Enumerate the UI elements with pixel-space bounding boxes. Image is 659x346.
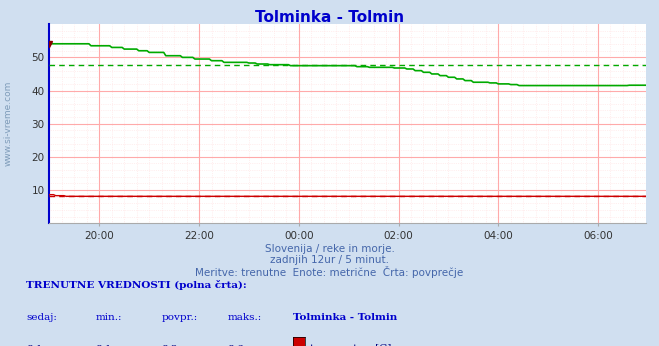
Text: 8,1: 8,1 (96, 344, 112, 346)
Text: zadnjih 12ur / 5 minut.: zadnjih 12ur / 5 minut. (270, 255, 389, 265)
Text: min.:: min.: (96, 313, 122, 322)
Text: Meritve: trenutne  Enote: metrične  Črta: povprečje: Meritve: trenutne Enote: metrične Črta: … (195, 266, 464, 278)
Text: temperatura[C]: temperatura[C] (310, 344, 392, 346)
Text: Tolminka - Tolmin: Tolminka - Tolmin (255, 10, 404, 25)
Text: www.si-vreme.com: www.si-vreme.com (3, 81, 13, 166)
Text: 8,6: 8,6 (227, 344, 244, 346)
Text: TRENUTNE VREDNOSTI (polna črta):: TRENUTNE VREDNOSTI (polna črta): (26, 280, 247, 290)
Text: 8,1: 8,1 (26, 344, 43, 346)
Text: povpr.:: povpr.: (161, 313, 198, 322)
Text: Slovenija / reke in morje.: Slovenija / reke in morje. (264, 244, 395, 254)
Text: sedaj:: sedaj: (26, 313, 57, 322)
Text: maks.:: maks.: (227, 313, 262, 322)
Text: Tolminka - Tolmin: Tolminka - Tolmin (293, 313, 397, 322)
Text: 8,3: 8,3 (161, 344, 178, 346)
